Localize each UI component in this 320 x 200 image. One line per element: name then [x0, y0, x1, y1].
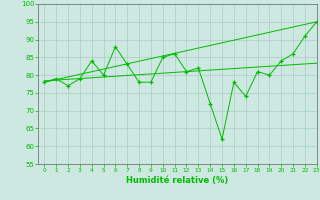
X-axis label: Humidité relative (%): Humidité relative (%) — [126, 176, 229, 185]
